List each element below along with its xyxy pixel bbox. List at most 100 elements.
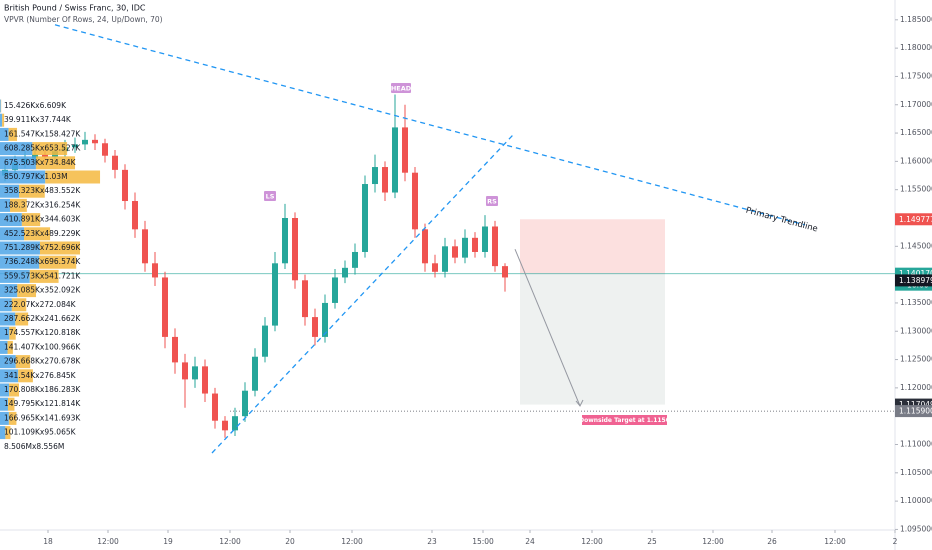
candle-body bbox=[282, 218, 288, 264]
target-label: Downside Target at 1.1150 bbox=[579, 417, 670, 424]
candle-body bbox=[182, 362, 188, 380]
vp-down bbox=[18, 369, 33, 383]
vp-label: 736.248Kx696.574K bbox=[4, 257, 81, 266]
vp-label: 410.891Kx344.603K bbox=[4, 215, 81, 224]
candle-body bbox=[142, 229, 148, 264]
vp-up bbox=[0, 113, 3, 127]
x-tick-label: 12:00 bbox=[219, 537, 241, 546]
vp-down bbox=[8, 411, 17, 425]
vp-label: 325.085Kx352.092K bbox=[4, 286, 81, 295]
candle-body bbox=[162, 277, 168, 337]
chart-title: British Pound / Swiss Franc, 30, IDC bbox=[4, 4, 146, 13]
candle-body bbox=[202, 366, 208, 394]
candle-body bbox=[372, 167, 378, 185]
y-tick-label: 1.155000 bbox=[900, 185, 932, 194]
vp-up bbox=[0, 142, 33, 156]
y-tick-label: 1.110000 bbox=[900, 439, 932, 448]
vp-down bbox=[32, 142, 68, 156]
candle-body bbox=[72, 144, 78, 148]
candle-body bbox=[352, 251, 358, 268]
vp-down bbox=[39, 255, 77, 269]
candle-body bbox=[402, 127, 408, 173]
vp-down bbox=[24, 227, 51, 241]
candle-body bbox=[132, 201, 138, 230]
vp-label: 675.503Kx734.84K bbox=[4, 158, 77, 167]
vp-up bbox=[0, 269, 30, 283]
target-zone bbox=[520, 273, 665, 405]
candle-body bbox=[112, 155, 118, 170]
vp-up bbox=[0, 340, 8, 354]
vp-up bbox=[0, 284, 18, 298]
x-tick-label: 15:00 bbox=[472, 537, 494, 546]
vp-down bbox=[15, 312, 29, 326]
candle-body bbox=[502, 266, 508, 278]
candle-body bbox=[432, 263, 438, 272]
vp-up bbox=[0, 156, 36, 170]
candle-body bbox=[422, 229, 428, 264]
candle-body bbox=[322, 302, 328, 337]
vp-label: 101.109Kx95.065K bbox=[4, 428, 77, 437]
vp-up bbox=[0, 369, 19, 383]
vp-down bbox=[21, 213, 41, 227]
x-tick-label: 23 bbox=[427, 537, 437, 546]
vp-label: 222.07Kx272.084K bbox=[4, 300, 77, 309]
price-label-box bbox=[895, 213, 932, 226]
y-tick-label: 1.100000 bbox=[900, 496, 932, 505]
vp-label: 296.668Kx270.678K bbox=[4, 357, 81, 366]
candle-body bbox=[172, 336, 178, 363]
candle-body bbox=[252, 356, 258, 391]
candle-body bbox=[442, 246, 448, 272]
vp-down bbox=[35, 156, 76, 170]
y-tick-label: 1.170000 bbox=[900, 100, 932, 109]
y-tick-label: 1.125000 bbox=[900, 355, 932, 364]
candle-body bbox=[242, 390, 248, 417]
vp-label: 39.911Kx37.744K bbox=[4, 115, 72, 124]
vp-down bbox=[7, 397, 15, 411]
vp-label: 166.965Kx141.693K bbox=[4, 413, 81, 422]
candle-body bbox=[292, 218, 298, 281]
vp-up bbox=[0, 127, 9, 141]
candle-body bbox=[312, 317, 318, 337]
vp-down bbox=[9, 326, 16, 340]
annotation-box bbox=[264, 191, 276, 201]
vp-label: 161.547Kx158.427K bbox=[4, 129, 81, 138]
x-tick-label: 26 bbox=[767, 537, 777, 546]
vp-label: 188.372Kx316.254K bbox=[4, 200, 81, 209]
y-tick-label: 1.130000 bbox=[900, 326, 932, 335]
candle-body bbox=[42, 154, 48, 157]
candle-body bbox=[392, 127, 398, 193]
vp-label: 559.573Kx541.721K bbox=[4, 271, 81, 280]
y-tick-label: 1.145000 bbox=[900, 241, 932, 250]
candle-body bbox=[492, 226, 498, 267]
vp-down bbox=[39, 241, 80, 255]
vp-down bbox=[45, 170, 101, 184]
vp-label: 358.323Kx483.552K bbox=[4, 186, 81, 195]
vp-label: 15.426Kx6.609K bbox=[4, 101, 67, 110]
stop-zone bbox=[520, 219, 665, 274]
annotation: HEAD bbox=[391, 85, 412, 93]
vp-up bbox=[0, 170, 46, 184]
candle-body bbox=[452, 246, 458, 258]
arrow-head bbox=[575, 399, 584, 407]
vp-label: 149.795Kx121.814K bbox=[4, 399, 81, 408]
vp-up bbox=[0, 213, 22, 227]
price-label-box bbox=[895, 405, 932, 418]
price-label: 1.149777 bbox=[899, 215, 932, 224]
candle-body bbox=[92, 139, 98, 144]
candle-body bbox=[192, 366, 198, 380]
y-tick-label: 1.135000 bbox=[900, 298, 932, 307]
price-label: 1.140170 bbox=[899, 269, 932, 278]
annotation-box bbox=[391, 83, 411, 93]
candle-body bbox=[462, 237, 468, 258]
vp-down bbox=[5, 426, 11, 440]
vp-up bbox=[0, 312, 16, 326]
annotation-box bbox=[486, 196, 498, 206]
vp-up bbox=[0, 241, 40, 255]
vp-label: 751.289Kx752.696K bbox=[4, 243, 81, 252]
candle-body bbox=[122, 169, 128, 202]
target-label-box bbox=[582, 415, 667, 425]
x-tick-label: 18 bbox=[43, 537, 53, 546]
annotation: RS bbox=[487, 198, 497, 206]
